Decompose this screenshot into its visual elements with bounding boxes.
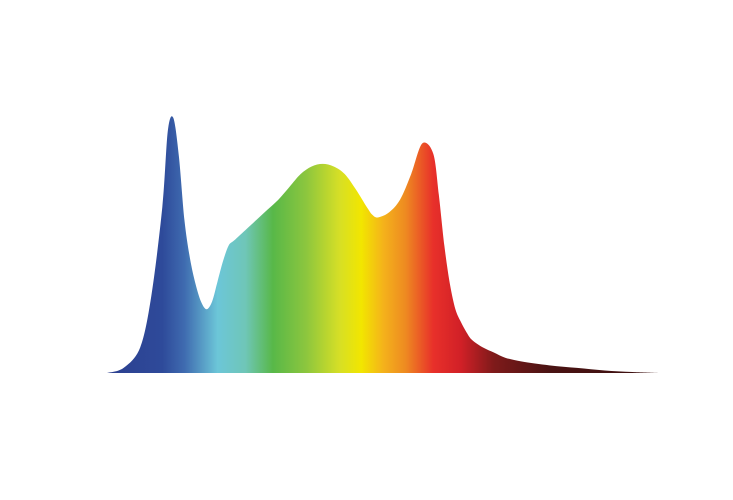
plot-area	[107, 116, 660, 374]
spectrum-area	[107, 116, 660, 374]
